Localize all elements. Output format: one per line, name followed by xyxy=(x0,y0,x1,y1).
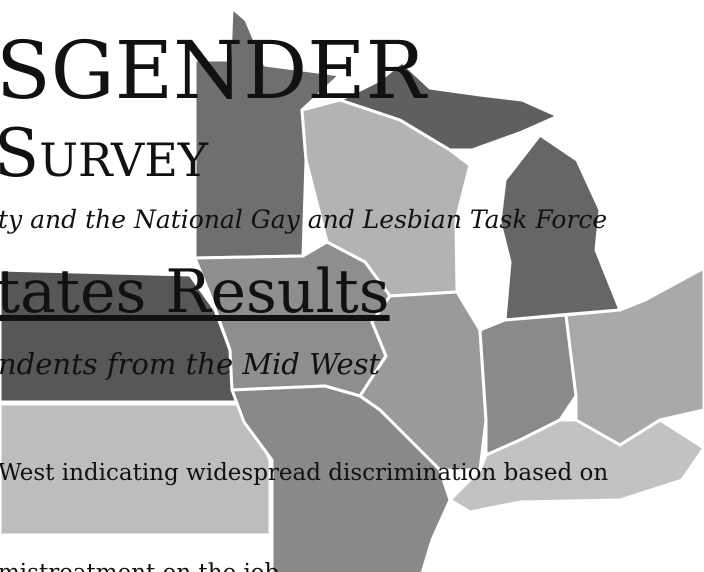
missouri xyxy=(230,384,452,572)
kansas xyxy=(0,402,272,537)
body-line: mistreatment on the job xyxy=(0,560,279,572)
credit: ty and the National Gay and Lesbian Task… xyxy=(0,205,607,234)
title-line1: SGENDER xyxy=(0,24,429,117)
minnesota xyxy=(193,6,342,260)
section-heading: tates Results xyxy=(0,257,390,327)
kentucky xyxy=(448,418,704,514)
midwest-map xyxy=(0,6,704,572)
section-subheading: ndents from the Mid West xyxy=(0,347,381,381)
ohio xyxy=(564,266,704,447)
body-line: West indicating widespread discriminatio… xyxy=(0,460,608,486)
upper-michigan xyxy=(338,60,560,152)
title-line2: Survey xyxy=(0,115,209,192)
